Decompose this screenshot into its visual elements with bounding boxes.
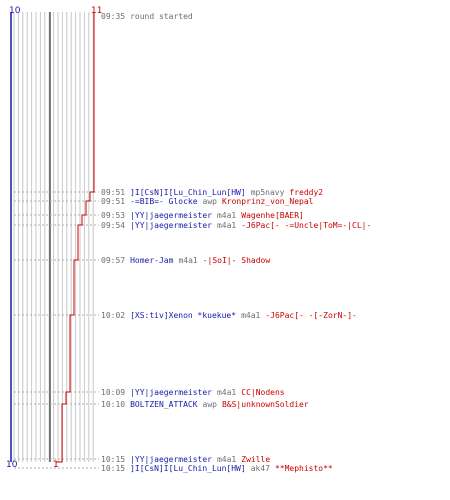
event-text: round started [130, 12, 193, 21]
victim-name: freddy2 [289, 188, 323, 197]
killer-name: |YY|jaegermeister [130, 221, 212, 230]
event-row: 09:53 |YY|jaegermeister m4a1 Wagenhe[BAER] [101, 211, 304, 220]
killer-name: |YY|jaegermeister [130, 455, 212, 464]
weapon-name: m4a1 [217, 221, 236, 230]
killer-name: Homer-Jam [130, 256, 174, 265]
event-row: 10:09 |YY|jaegermeister m4a1 CC|Nodens [101, 388, 285, 397]
killer-name: |YY|jaegermeister [130, 211, 212, 220]
event-time: 09:54 [101, 221, 125, 230]
event-time: 09:53 [101, 211, 125, 220]
victim-name: Wagenhe[BAER] [241, 211, 304, 220]
event-row: 09:57 Homer-Jam m4a1 -|SoI|- Shadow [101, 256, 270, 265]
event-time: 10:10 [101, 400, 125, 409]
killer-name: ]I[CsN]I[Lu_Chin_Lun[HW] [130, 188, 246, 197]
killer-name: |YY|jaegermeister [130, 388, 212, 397]
event-time: 10:15 [101, 464, 125, 473]
killer-name: -=BIB=- Glocke [130, 197, 198, 206]
victim-name: Kronprinz_von_Nepal [222, 197, 314, 206]
event-time: 10:09 [101, 388, 125, 397]
event-time: 10:02 [101, 311, 125, 320]
weapon-name: m4a1 [217, 388, 236, 397]
weapon-name: m4a1 [217, 455, 236, 464]
event-time: 09:51 [101, 197, 125, 206]
event-log: 09:35 round started 09:51 ]I[CsN]I[Lu_Chin_… [101, 12, 371, 473]
weapon-name: ak47 [251, 464, 270, 473]
team-a-start-score: 10 [9, 6, 21, 16]
event-row: 10:15 ]I[CsN]I[Lu_Chin_Lun[HW] ak47 **Mephi… [101, 464, 333, 473]
team-a-end-score: 10 [6, 460, 18, 470]
victim-name: -|SoI|- Shadow [203, 256, 271, 265]
team-b-start-score: 1 [53, 460, 59, 470]
event-row: 09:51 -=BIB=- Glocke awp Kronprinz_von_Nepa… [101, 197, 314, 206]
killer-name: [XS:tiv]Xenon *kuekue* [130, 311, 236, 320]
killer-name: BOLTZEN_ATTACK [130, 400, 198, 409]
event-row: 09:35 round started [101, 12, 193, 21]
team-b-end-score: 11 [91, 6, 102, 16]
player-grid-lines [13, 12, 94, 462]
event-row: 10:02 [XS:tiv]Xenon *kuekue* m4a1 -J6Pac[- … [101, 311, 357, 320]
weapon-name: mp5navy [251, 188, 285, 197]
weapon-name: awp [203, 400, 218, 409]
team-b-score-line [56, 12, 95, 463]
event-time: 09:57 [101, 256, 125, 265]
victim-name: CC|Nodens [241, 388, 285, 397]
victim-name: -J6Pac[- -=Uncle|ToM=-|CL|- [241, 221, 371, 230]
weapon-name: m4a1 [217, 211, 236, 220]
event-time: 10:15 [101, 455, 125, 464]
weapon-name: m4a1 [241, 311, 260, 320]
event-row: 10:10 BOLTZEN_ATTACK awp B&S|unknownSoldier [101, 400, 309, 409]
killer-name: ]I[CsN]I[Lu_Chin_Lun[HW] [130, 464, 246, 473]
event-time: 09:35 [101, 12, 125, 21]
victim-name: B&S|unknownSoldier [222, 400, 309, 409]
victim-name: **Mephisto** [275, 464, 333, 473]
weapon-name: awp [203, 197, 218, 206]
weapon-name: m4a1 [178, 256, 197, 265]
event-time: 09:51 [101, 188, 125, 197]
victim-name: -J6Pac[- -[-ZorN-]- [265, 311, 357, 320]
event-row: 10:15 |YY|jaegermeister m4a1 Zwille [101, 455, 270, 464]
event-row: 09:54 |YY|jaegermeister m4a1 -J6Pac[- -=Unc… [101, 221, 371, 230]
event-row: 09:51 ]I[CsN]I[Lu_Chin_Lun[HW] mp5navy fred… [101, 188, 323, 197]
victim-name: Zwille [241, 455, 270, 464]
